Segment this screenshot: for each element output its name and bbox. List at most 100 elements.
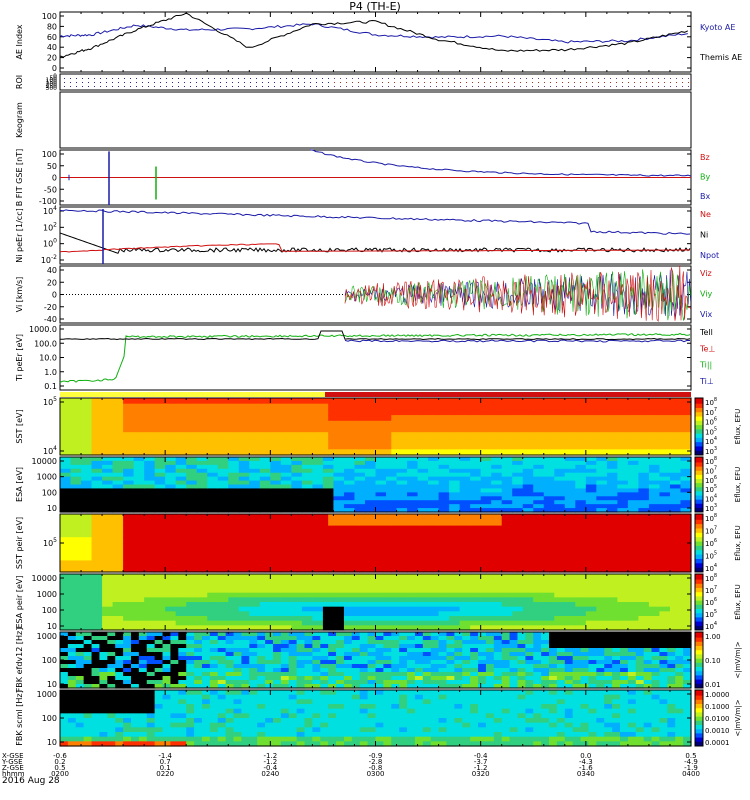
esa-electron-spectrogram-tick-label: 1000: [37, 473, 57, 482]
spectrogram-cell: [596, 602, 608, 608]
spectrogram-cell: [501, 443, 519, 450]
spectrogram-cell: [291, 500, 303, 505]
spectrogram-cell: [501, 680, 511, 685]
spectrogram-cell: [186, 597, 198, 603]
spectrogram-cell: [470, 464, 482, 470]
colorbar-cell: [695, 681, 703, 683]
spectrogram-cell: [588, 680, 597, 685]
roi-dot: [448, 86, 449, 87]
spectrogram-cell: [91, 680, 101, 685]
spectrogram-cell: [196, 583, 208, 589]
spectrogram-cell: [249, 514, 266, 521]
roi-dot: [100, 82, 101, 83]
spectrogram-cell: [201, 722, 211, 728]
spectrogram-cell: [638, 592, 650, 598]
roi-dot: [676, 78, 677, 79]
spectrogram-cell: [265, 727, 274, 733]
spectrogram-cell: [627, 656, 637, 661]
spectrogram-cell: [249, 472, 261, 478]
spectrogram-cell: [154, 672, 164, 677]
spectrogram-cell: [386, 611, 398, 617]
spectrogram-cell: [67, 668, 77, 673]
spectrogram-cell: [328, 640, 337, 645]
spectrogram-cell: [572, 676, 582, 681]
spectrogram-cell: [407, 409, 424, 416]
roi-dot: [442, 78, 443, 79]
spectrogram-cell: [354, 484, 366, 490]
spectrogram-cell: [359, 426, 377, 433]
spectrogram-cell: [454, 560, 471, 567]
spectrogram-cell: [60, 636, 69, 641]
spectrogram-cell: [414, 672, 424, 677]
spectrogram-cell: [291, 457, 303, 462]
roi-dot: [598, 86, 599, 87]
spectrogram-cell: [501, 484, 513, 490]
spectrogram-cell: [154, 616, 166, 622]
roi-dot: [502, 86, 503, 87]
spectrogram-cell: [107, 519, 124, 527]
spectrogram-cell: [138, 531, 156, 538]
spectrogram-cell: [333, 492, 345, 497]
spectrogram-cell: [60, 460, 72, 466]
spectrogram-cell: [259, 480, 271, 486]
colorbar-cell: [695, 665, 703, 668]
spectrogram-cell: [333, 476, 345, 482]
spectrogram-cell: [201, 432, 219, 439]
spectrogram-cell: [564, 684, 574, 689]
spectrogram-cell: [312, 500, 324, 505]
spectrogram-cell: [154, 480, 166, 486]
spectrogram-cell: [194, 694, 203, 700]
spectrogram-cell: [99, 736, 108, 742]
spectrogram-cell: [228, 606, 240, 612]
spectrogram-cell: [375, 578, 387, 584]
spectrogram-cell: [407, 680, 416, 685]
spectrogram-cell: [312, 537, 329, 544]
spectrogram-cell: [407, 531, 424, 538]
spectrogram-cell: [396, 496, 408, 501]
spectrogram-cell: [107, 426, 124, 433]
spectrogram-cell: [438, 606, 450, 612]
spectrogram-cell: [675, 566, 692, 573]
spectrogram-cell: [249, 583, 261, 589]
spectrogram-cell: [667, 664, 676, 669]
spectrogram-cell: [414, 636, 424, 641]
spectrogram-cell: [186, 476, 198, 482]
spectrogram-cell: [588, 668, 597, 673]
spectrogram-cell: [123, 566, 140, 573]
spectrogram-cell: [333, 480, 345, 486]
spectrogram-cell: [533, 616, 545, 622]
spectrogram-cell: [217, 480, 229, 486]
spectrogram-cell: [201, 660, 211, 665]
spectrogram-cell: [575, 616, 587, 622]
spectrogram-cell: [83, 699, 93, 705]
spectrogram-cell: [288, 644, 298, 649]
spectrogram-cell: [170, 543, 187, 550]
spectrogram-cell: [533, 583, 545, 589]
spectrogram-cell: [115, 722, 124, 728]
spectrogram-cell: [669, 468, 682, 474]
spectrogram-cell: [249, 464, 261, 470]
spectrogram-cell: [194, 736, 203, 742]
spectrogram-cell: [270, 606, 282, 612]
spectrogram-cell: [480, 480, 492, 486]
colorbar-tick-label: 105: [705, 551, 717, 561]
spectrogram-cell: [367, 676, 377, 681]
spectrogram-cell: [667, 676, 676, 681]
spectrogram-cell: [107, 443, 124, 450]
te-par-line: [60, 330, 691, 341]
spectrogram-cell: [470, 597, 482, 603]
spectrogram-cell: [375, 592, 387, 598]
spectrogram-cell: [154, 500, 166, 505]
colorbar-cell: [695, 485, 703, 488]
spectrogram-cell: [186, 672, 195, 677]
spectrogram-cell: [643, 437, 661, 445]
spectrogram-cell: [491, 606, 503, 612]
spectrogram-cell: [272, 718, 282, 724]
spectrogram-cell: [288, 668, 298, 673]
spectrogram-cell: [328, 664, 337, 669]
spectrogram-cell: [225, 680, 235, 685]
spectrogram-cell: [501, 625, 513, 631]
spectrogram-cell: [596, 554, 613, 561]
spectrogram-cell: [312, 531, 329, 538]
spectrogram-cell: [627, 480, 640, 486]
